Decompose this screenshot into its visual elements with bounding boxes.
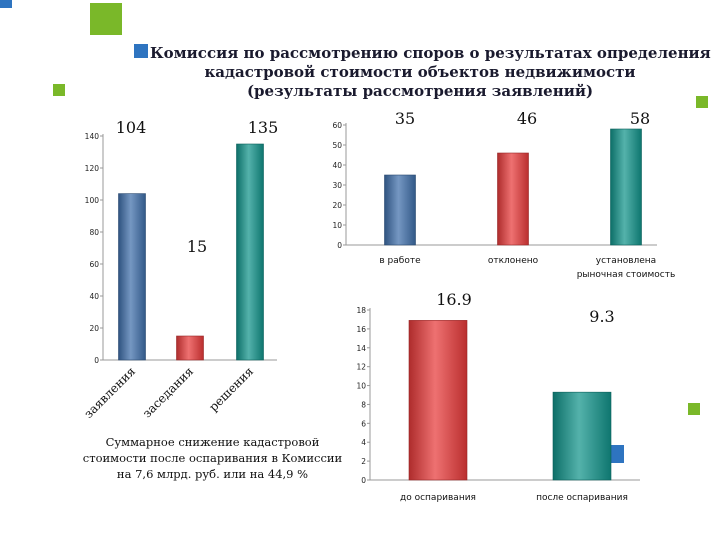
summary-text: Суммарное снижение кадастровой стоимости… bbox=[75, 434, 350, 482]
y-tick-label: 12 bbox=[356, 363, 366, 372]
y-tick-label: 50 bbox=[332, 141, 342, 150]
bar bbox=[176, 335, 204, 361]
y-tick-label: 20 bbox=[89, 324, 99, 333]
y-tick-label: 10 bbox=[332, 221, 342, 230]
y-tick-label: 4 bbox=[361, 438, 366, 447]
category-label: до оспаривания bbox=[400, 493, 476, 503]
title-line-3: (результаты рассмотрения заявлений) bbox=[246, 82, 594, 100]
bar bbox=[610, 128, 642, 246]
chart-1: 0 20 40 60 80 100 120 140 104 заявления 15 заседани… bbox=[81, 118, 278, 421]
summary-line-3: на 7,6 млрд. руб. или на 44,9 % bbox=[116, 467, 309, 481]
y-tick-label: 16 bbox=[356, 325, 366, 334]
data-label: 135 bbox=[248, 118, 279, 137]
y-tick-label: 30 bbox=[332, 181, 342, 190]
bar bbox=[118, 193, 146, 361]
category-label: отклонено bbox=[488, 256, 539, 266]
deco-square-green-large bbox=[90, 3, 122, 35]
data-label: 16.9 bbox=[436, 290, 472, 309]
y-tick-label: 18 bbox=[356, 306, 366, 315]
y-tick-label: 0 bbox=[94, 356, 99, 365]
title-line-1: Комиссия по рассмотрению споров о резуль… bbox=[150, 44, 711, 62]
data-label: 15 bbox=[187, 237, 207, 256]
category-label-line: установлена bbox=[596, 256, 656, 266]
deco-square-blue-title bbox=[134, 44, 148, 58]
bar bbox=[497, 152, 529, 246]
category-label-line: рыночная стоимость bbox=[577, 270, 676, 280]
category-label-line: до оспаривания bbox=[400, 493, 476, 503]
deco-square-green-right bbox=[696, 96, 708, 108]
summary-line-1: Суммарное снижение кадастровой bbox=[105, 435, 320, 449]
y-tick-label: 14 bbox=[356, 344, 366, 353]
y-tick-label: 60 bbox=[89, 260, 99, 269]
y-tick-label: 100 bbox=[85, 196, 100, 205]
y-tick-label: 140 bbox=[85, 132, 100, 141]
title-line-2: кадастровой стоимости объектов недвижимо… bbox=[204, 63, 636, 81]
deco-square-blue-mid bbox=[610, 445, 624, 463]
y-tick-label: 0 bbox=[361, 476, 366, 485]
deco-square-blue-top bbox=[0, 0, 12, 8]
category-label: установлена рыночная стоимость bbox=[577, 256, 676, 280]
summary-line-2: стоимости после оспаривания в Комиссии bbox=[82, 451, 343, 465]
category-label: заявления bbox=[81, 364, 138, 421]
bar bbox=[384, 174, 416, 246]
y-tick-label: 8 bbox=[361, 400, 366, 409]
category-label: в работе bbox=[379, 256, 421, 266]
y-tick-label: 20 bbox=[332, 201, 342, 210]
category-label: после оспаривания bbox=[536, 493, 628, 503]
chart-2: 0 10 20 30 40 50 60 35 в работе 46 отклонено 58 уста… bbox=[332, 109, 675, 280]
chart-3: 0 2 4 6 8 10 12 14 16 18 16.9 до оспаривания 9.3 посл… bbox=[356, 290, 640, 503]
slide-title: Комиссия по рассмотрению споров о резуль… bbox=[150, 44, 711, 101]
y-tick-label: 0 bbox=[337, 241, 342, 250]
y-tick-label: 80 bbox=[89, 228, 99, 237]
deco-square-green-left bbox=[53, 84, 65, 96]
bar bbox=[408, 320, 468, 481]
deco-square-green-right-low bbox=[688, 403, 700, 415]
data-label: 9.3 bbox=[589, 307, 614, 326]
data-label: 46 bbox=[517, 109, 537, 128]
category-label-line: в работе bbox=[379, 256, 421, 266]
y-tick-label: 40 bbox=[332, 161, 342, 170]
data-label: 104 bbox=[116, 118, 147, 137]
category-label: решения bbox=[206, 364, 256, 414]
category-label-line: после оспаривания bbox=[536, 493, 628, 503]
y-tick-label: 60 bbox=[332, 121, 342, 130]
y-tick-label: 2 bbox=[361, 457, 366, 466]
y-tick-label: 120 bbox=[85, 164, 100, 173]
y-tick-label: 10 bbox=[356, 382, 366, 391]
data-label: 35 bbox=[395, 109, 415, 128]
y-tick-label: 40 bbox=[89, 292, 99, 301]
category-label: заседания bbox=[140, 364, 196, 420]
y-tick-label: 6 bbox=[361, 419, 366, 428]
bar bbox=[236, 143, 264, 361]
bar bbox=[552, 391, 612, 481]
category-label-line: отклонено bbox=[488, 256, 539, 266]
data-label: 58 bbox=[630, 109, 650, 128]
